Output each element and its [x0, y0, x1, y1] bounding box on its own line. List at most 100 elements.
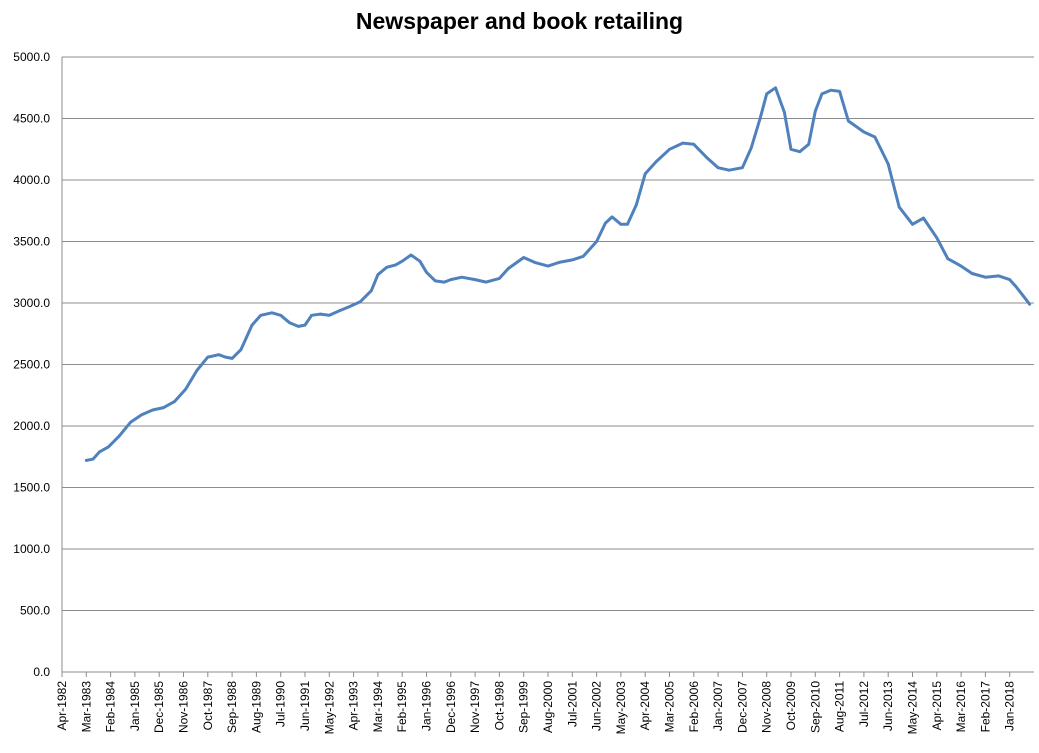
data-point [484, 280, 488, 284]
x-tick-labels: Apr-1982 Mar-1983 Feb-1984 Jan-1985 Dec-1985… [55, 681, 1017, 735]
x-tick-label: Oct-1987 [201, 681, 215, 731]
x-tick-label: Jul-2001 [565, 681, 579, 727]
x-tick-label: May-2003 [614, 681, 628, 735]
chart-title: Newspaper and book retailing [355, 8, 684, 34]
data-point [303, 323, 307, 327]
x-tick-label: Feb-1995 [395, 681, 409, 733]
x-tick-label: Apr-1982 [55, 681, 69, 731]
x-tick-label: Jun-2002 [590, 681, 604, 731]
x-tick-label: Dec-1985 [152, 681, 166, 733]
x-tick-label: May-2014 [906, 681, 920, 735]
data-point [250, 323, 254, 327]
x-tick-label: Aug-2011 [833, 681, 847, 732]
x-tick-label: Sep-2010 [808, 681, 822, 733]
y-tick-label: 3000.0 [13, 296, 50, 310]
data-point [582, 254, 585, 258]
data-point [911, 223, 914, 226]
data-point [279, 314, 283, 317]
data-point [758, 117, 762, 120]
data-point [162, 406, 165, 409]
data-point [765, 92, 768, 96]
data-point [297, 325, 300, 328]
data-point [449, 278, 453, 281]
x-tick-label: Sep-1999 [517, 681, 531, 733]
data-point [358, 300, 362, 304]
data-point [506, 267, 510, 270]
x-tick-label: Jan-1985 [128, 681, 142, 731]
x-tick-label: Mar-1983 [79, 681, 93, 733]
data-point [107, 445, 110, 449]
x-tick-label: Mar-2016 [954, 681, 968, 733]
series-layer [84, 86, 1032, 462]
data-point [310, 314, 313, 317]
data-point [610, 215, 614, 219]
y-tick-label: 2000.0 [13, 419, 50, 433]
data-point [807, 143, 810, 146]
x-tick-label: Dec-1996 [444, 681, 458, 733]
data-point [259, 314, 263, 317]
data-point [619, 223, 623, 226]
y-tick-label: 2500.0 [13, 358, 50, 372]
y-tick-label: 1000.0 [13, 542, 50, 556]
data-point [935, 236, 939, 240]
x-tick-label: Jun-1991 [298, 681, 312, 731]
y-tick-label: 4000.0 [13, 173, 50, 187]
y-tick-labels: 0.0 500.0 1000.0 1500.0 2000.0 2500.0 3000.0 35… [13, 50, 50, 679]
x-tick-label: Aug-1989 [249, 681, 263, 733]
x-tick-label: Mar-1994 [371, 681, 385, 733]
y-tick-label: 0.0 [33, 665, 50, 679]
x-tick-label: Nov-1986 [177, 681, 191, 733]
data-point [705, 156, 709, 160]
data-point [85, 459, 88, 462]
data-point [546, 264, 550, 268]
x-tick-label: Apr-2015 [930, 681, 944, 731]
x-tick-label: Jun-2013 [881, 681, 895, 731]
data-point [151, 408, 154, 412]
x-tick-label: Jan-1996 [420, 681, 434, 731]
x-tick-label: Jul-1990 [274, 681, 288, 727]
data-point [140, 413, 143, 417]
data-point [847, 119, 850, 123]
data-point [347, 305, 351, 309]
data-point [922, 216, 925, 220]
series-line [84, 86, 1032, 462]
data-point [460, 275, 464, 279]
data-point [425, 271, 428, 274]
data-point [557, 261, 561, 264]
x-tick-label: Oct-1998 [492, 681, 506, 731]
data-point [239, 348, 243, 352]
data-point [224, 355, 227, 359]
data-point [946, 257, 950, 261]
data-point [376, 273, 380, 277]
y-tick-label: 4500.0 [13, 112, 50, 126]
data-point [635, 203, 638, 206]
data-point [339, 309, 342, 312]
data-point [385, 266, 389, 269]
data-point [571, 258, 574, 262]
data-point [217, 353, 221, 357]
data-point [727, 168, 731, 172]
data-point [604, 221, 607, 225]
data-point [434, 279, 437, 283]
x-tick-label: May-1992 [322, 681, 336, 735]
data-point [838, 90, 841, 93]
data-point [442, 280, 446, 284]
x-tick-label: Sep-1988 [225, 681, 239, 733]
x-tick-label: Jan-2018 [1003, 681, 1017, 731]
x-tick-label: Feb-2017 [978, 681, 992, 733]
data-point [997, 274, 1000, 278]
data-point [783, 111, 786, 114]
data-point [418, 259, 422, 263]
data-point [91, 457, 95, 461]
data-point [862, 130, 866, 134]
data-point [498, 277, 501, 280]
x-tick-label: Nov-1997 [468, 681, 482, 733]
data-point [230, 357, 234, 360]
data-point [970, 272, 974, 275]
x-tick-label: Apr-1993 [347, 681, 361, 731]
gridlines [62, 56, 1034, 611]
x-tick-label: Aug-2000 [541, 681, 555, 733]
data-point [814, 109, 817, 113]
data-point [195, 369, 199, 372]
